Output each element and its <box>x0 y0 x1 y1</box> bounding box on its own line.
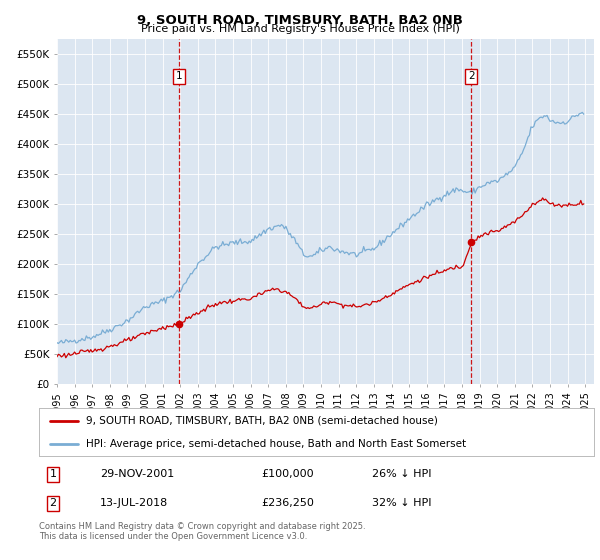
Text: 2: 2 <box>468 71 475 81</box>
Text: 2: 2 <box>49 498 56 508</box>
Text: 32% ↓ HPI: 32% ↓ HPI <box>372 498 431 508</box>
Text: 29-NOV-2001: 29-NOV-2001 <box>100 469 175 479</box>
Text: Price paid vs. HM Land Registry's House Price Index (HPI): Price paid vs. HM Land Registry's House … <box>140 24 460 34</box>
Text: 9, SOUTH ROAD, TIMSBURY, BATH, BA2 0NB: 9, SOUTH ROAD, TIMSBURY, BATH, BA2 0NB <box>137 14 463 27</box>
Text: 26% ↓ HPI: 26% ↓ HPI <box>372 469 431 479</box>
Text: £236,250: £236,250 <box>261 498 314 508</box>
Text: 1: 1 <box>175 71 182 81</box>
Text: 9, SOUTH ROAD, TIMSBURY, BATH, BA2 0NB (semi-detached house): 9, SOUTH ROAD, TIMSBURY, BATH, BA2 0NB (… <box>86 416 438 426</box>
Text: HPI: Average price, semi-detached house, Bath and North East Somerset: HPI: Average price, semi-detached house,… <box>86 439 466 449</box>
Text: Contains HM Land Registry data © Crown copyright and database right 2025.
This d: Contains HM Land Registry data © Crown c… <box>39 522 365 542</box>
Text: £100,000: £100,000 <box>261 469 314 479</box>
Text: 1: 1 <box>49 469 56 479</box>
Text: 13-JUL-2018: 13-JUL-2018 <box>100 498 168 508</box>
